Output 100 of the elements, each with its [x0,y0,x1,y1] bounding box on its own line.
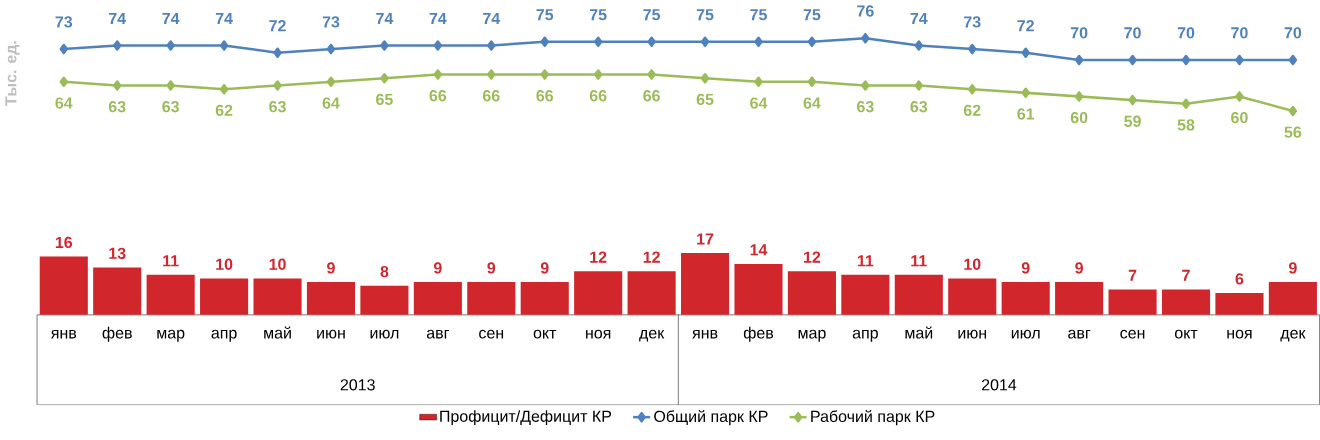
data-label: 8 [380,265,389,278]
x-tick-label: янв [692,330,718,339]
data-label: 58 [1177,119,1195,131]
data-label: 66 [536,90,554,102]
x-tick-label: мар [157,329,185,342]
y-axis-title: Тыс. ед. [5,41,20,107]
x-tick-label: июл [1011,329,1040,339]
data-label: 62 [215,104,233,117]
data-label: 63 [108,101,126,113]
x-tick-label: июн [317,329,345,339]
data-label: 63 [857,101,874,113]
legend-label: Профицит/Дефицит КР [440,410,612,426]
x-tick-label: авг [426,329,449,339]
data-label: 75 [803,9,821,21]
x-tick-label: фев [743,326,774,342]
text: 2014 [981,379,1017,391]
data-label: 9 [327,262,335,274]
data-label: 75 [643,9,661,21]
data-label: 17 [697,233,714,245]
data-label: 70 [1231,27,1248,39]
data-label: 9 [1288,262,1297,274]
data-label: 63 [162,101,179,113]
data-label: 70 [1124,27,1141,39]
x-tick-label: окт [533,329,557,339]
x-tick-label: сен [479,329,504,339]
data-label: 70 [1284,27,1302,39]
x-tick-label: мар [798,329,826,342]
data-label: 11 [911,255,927,267]
x-tick-label: апр [211,329,237,342]
x-tick-label: май [264,326,291,339]
data-label: 16 [55,236,73,249]
data-label: 12 [590,251,607,263]
data-label: 72 [269,20,286,32]
data-label: 11 [163,255,179,267]
data-label: 9 [487,262,496,274]
text: 2013 [340,379,375,391]
data-label: 74 [162,13,180,25]
data-label: 73 [322,16,340,28]
x-tick-label: авг [1068,329,1091,339]
data-label: 64 [55,97,73,109]
data-label: 64 [803,97,821,109]
data-label: 9 [1021,262,1030,274]
data-label: 14 [750,244,768,256]
data-label: 66 [589,90,607,102]
data-label: 7 [1182,269,1190,281]
data-label: 66 [429,90,447,102]
data-label: 70 [1070,27,1088,39]
data-label: 63 [910,101,928,113]
data-label: 66 [482,90,500,102]
data-label: 11 [857,255,874,267]
x-tick-label: сен [1120,329,1145,339]
x-tick-label: дек [639,329,665,342]
data-label: 74 [215,13,233,25]
x-tick-label: ноя [586,329,611,339]
x-tick-label: май [905,326,933,339]
data-label: 60 [1070,112,1088,124]
data-label: 63 [269,101,286,113]
data-label: 56 [1284,126,1302,138]
data-label: 61 [1017,108,1035,120]
legend-label: Общий парк КР [654,410,768,426]
data-label: 65 [696,93,714,106]
data-label: 75 [696,9,714,21]
data-label: 12 [643,251,660,263]
data-label: 12 [804,251,821,263]
legend-label: Рабочий парк КР [811,410,935,426]
x-tick-label: дек [1280,329,1306,342]
data-label: 74 [483,13,501,25]
x-tick-label: янв [50,330,77,339]
data-label: 59 [1124,115,1141,127]
x-tick-label: окт [1174,329,1198,339]
data-label: 73 [55,16,73,28]
x-tick-label: ноя [1227,329,1252,339]
data-label: 76 [857,5,874,17]
data-label: 65 [376,93,393,106]
data-label: 62 [963,104,981,117]
data-label: 73 [964,16,981,28]
data-label: 6 [1235,273,1244,285]
data-label: 9 [433,262,442,274]
data-label: 60 [1231,112,1248,124]
data-label: 72 [1017,20,1034,32]
data-label: 7 [1128,269,1137,281]
x-tick-label: июн [958,329,987,339]
data-label: 75 [589,9,607,21]
data-label: 64 [750,97,768,109]
data-label: 74 [109,13,127,25]
data-label: 10 [216,258,233,271]
data-label: 74 [910,13,928,25]
data-label: 64 [322,97,340,109]
data-label: 9 [1075,262,1083,274]
data-label: 75 [536,9,554,21]
data-label: 75 [750,9,767,21]
x-tick-label: фев [102,326,132,342]
data-label: 74 [429,13,447,25]
x-tick-label: апр [852,329,878,342]
data-label: 10 [269,258,286,271]
data-label: 74 [376,13,394,25]
data-label: 9 [540,262,549,274]
data-label: 66 [643,90,660,102]
data-label: 13 [109,247,126,260]
x-tick-label: июл [370,329,399,339]
